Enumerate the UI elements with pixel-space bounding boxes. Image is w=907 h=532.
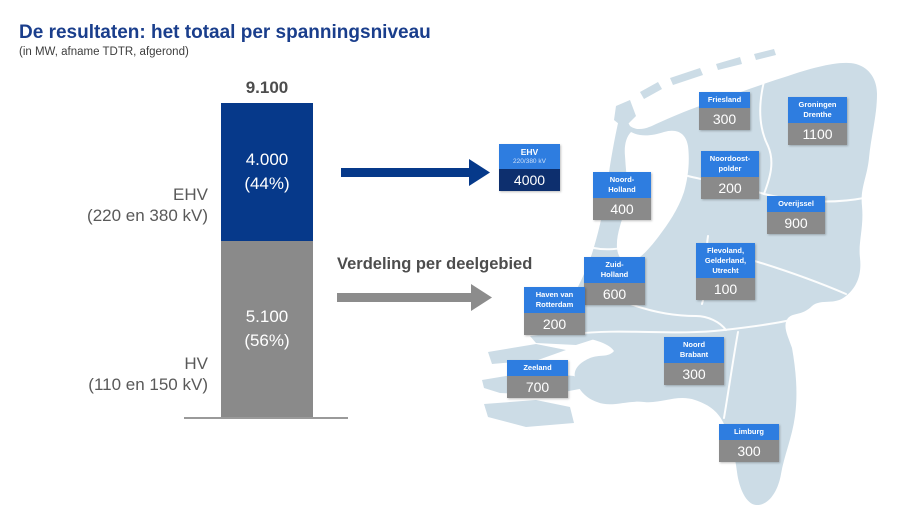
region-name: Overijssel	[767, 196, 825, 212]
region-value: 200	[524, 312, 585, 335]
ehv-axis-label-name: EHV	[173, 185, 208, 204]
region-label-haven-van-rotterdam: Haven van Rotterdam 200	[524, 287, 585, 335]
ehv-callout-detail: 220/380 kV	[513, 158, 546, 165]
ehv-callout: EHV 220/380 kV 4000	[499, 144, 560, 191]
ehv-arrow	[341, 159, 490, 186]
bar-segment-hv: 5.100 (56%)	[221, 241, 313, 417]
map-section-title: Verdeling per deelgebied	[337, 255, 533, 273]
hv-axis-label-name: HV	[184, 354, 208, 373]
ehv-callout-value: 4000	[499, 169, 560, 191]
map-ijsselmeer-water	[616, 130, 689, 263]
ehv-callout-name: EHV	[520, 147, 539, 157]
ehv-callout-header: EHV 220/380 kV	[499, 144, 560, 169]
region-label-noordoostpolder: Noordoost-polder 200	[701, 151, 759, 199]
ehv-axis-label-detail: (220 en 380 kV)	[87, 206, 208, 225]
region-name: Zeeland	[507, 360, 568, 376]
stacked-bar: 4.000 (44%) 5.100 (56%)	[221, 103, 313, 417]
region-name: Groningen Drenthe	[788, 97, 847, 123]
page-title: De resultaten: het totaal per spanningsn…	[19, 22, 431, 43]
bar-segment-ehv: 4.000 (44%)	[221, 103, 313, 241]
region-value: 1100	[788, 122, 847, 145]
hv-axis-label: HV (110 en 150 kV)	[88, 353, 208, 395]
region-label-overijssel: Overijssel 900	[767, 196, 825, 234]
region-label-zeeland: Zeeland 700	[507, 360, 568, 398]
region-value: 700	[507, 375, 568, 398]
region-name: Flevoland, Gelderland, Utrecht	[696, 243, 755, 279]
region-value: 400	[593, 197, 651, 220]
ehv-axis-label: EHV (220 en 380 kV)	[87, 184, 208, 226]
hv-arrow	[337, 284, 492, 311]
region-value: 600	[584, 282, 645, 305]
region-name: Noordoost-polder	[701, 151, 759, 177]
region-label-friesland: Friesland 300	[699, 92, 750, 130]
region-name: Haven van Rotterdam	[524, 287, 585, 313]
bar-total-label: 9.100	[245, 78, 289, 97]
region-label-noord-holland: Noord- Holland 400	[593, 172, 651, 220]
region-label-zuid-holland: Zuid- Holland 600	[584, 257, 645, 305]
region-name: Noord Brabant	[664, 337, 724, 363]
region-label-noord-brabant: Noord Brabant 300	[664, 337, 724, 385]
bar-segment-hv-percent: (56%)	[244, 331, 290, 350]
region-value: 300	[699, 107, 750, 130]
region-value: 300	[719, 439, 779, 462]
hv-axis-label-detail: (110 en 150 kV)	[88, 375, 208, 394]
region-value: 300	[664, 362, 724, 385]
bar-segment-ehv-value: 4.000	[245, 150, 289, 169]
bar-segment-ehv-percent: (44%)	[244, 174, 290, 193]
bar-baseline	[184, 417, 348, 419]
region-name: Friesland	[699, 92, 750, 108]
page-subtitle: (in MW, afname TDTR, afgerond)	[19, 46, 189, 58]
region-label-flevoland-gelderland-utrecht: Flevoland, Gelderland, Utrecht 100	[696, 243, 755, 301]
region-value: 900	[767, 211, 825, 234]
region-value: 200	[701, 176, 759, 199]
region-name: Noord- Holland	[593, 172, 651, 198]
region-label-groningen-drenthe: Groningen Drenthe 1100	[788, 97, 847, 145]
region-name: Limburg	[719, 424, 779, 440]
region-value: 100	[696, 278, 755, 301]
region-label-limburg: Limburg 300	[719, 424, 779, 462]
region-name: Zuid- Holland	[584, 257, 645, 283]
bar-segment-hv-value: 5.100	[245, 307, 289, 326]
